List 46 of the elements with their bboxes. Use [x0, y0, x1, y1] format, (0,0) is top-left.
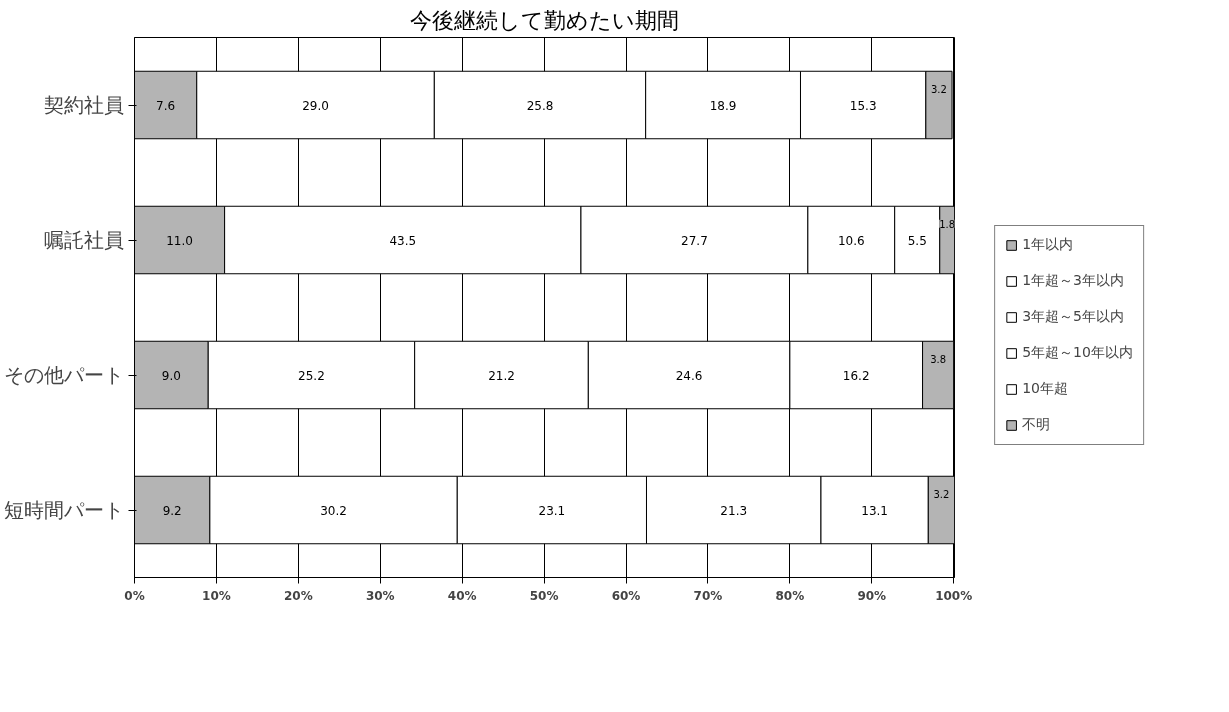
data-label: 13.1 — [861, 503, 888, 518]
x-tick-label: 50% — [529, 588, 559, 603]
data-label: 3.2 — [930, 83, 947, 95]
x-tick-label: 70% — [693, 588, 723, 603]
data-label: 3.8 — [930, 353, 947, 365]
data-label: 5.5 — [907, 233, 927, 248]
data-label: 21.2 — [488, 368, 515, 383]
data-label: 16.2 — [842, 368, 870, 383]
x-tick-label: 60% — [611, 588, 641, 603]
data-label: 24.6 — [675, 368, 703, 383]
data-label: 7.6 — [156, 98, 176, 113]
data-label: 15.3 — [849, 98, 877, 113]
data-label: 25.8 — [526, 98, 554, 113]
data-label: 23.1 — [538, 503, 566, 518]
data-label: 18.9 — [709, 98, 737, 113]
y-tick-label: その他パート — [3, 363, 124, 387]
x-tick-label: 80% — [775, 588, 805, 603]
legend-label: 不明 — [1022, 415, 1051, 434]
chart-title: 今後継続して勤めたい期間 — [410, 7, 679, 33]
data-label: 9.2 — [162, 503, 182, 518]
legend-label: 5年超～10年以内 — [1022, 343, 1133, 362]
y-tick-label: 嘱託社員 — [43, 228, 124, 252]
x-tick-label: 0% — [124, 588, 145, 603]
data-label: 11.0 — [166, 233, 193, 248]
data-label: 1.8 — [939, 218, 956, 230]
legend-label: 1年以内 — [1022, 235, 1074, 254]
x-tick-label: 40% — [447, 588, 477, 603]
y-tick-label: 契約社員 — [43, 93, 124, 117]
legend-label: 3年超～5年以内 — [1022, 307, 1124, 326]
data-label: 29.0 — [302, 98, 329, 113]
x-tick-label: 30% — [365, 588, 395, 603]
x-tick-label: 20% — [283, 588, 313, 603]
data-label: 9.0 — [161, 368, 181, 383]
x-tick-label: 90% — [857, 588, 887, 603]
data-label: 27.7 — [681, 233, 708, 248]
data-label: 30.2 — [320, 503, 347, 518]
y-tick-label: 短時間パート — [3, 498, 124, 522]
legend-label: 1年超～3年以内 — [1022, 271, 1124, 290]
data-label: 25.2 — [298, 368, 325, 383]
x-tick-label: 100% — [935, 588, 973, 603]
data-label: 10.6 — [837, 233, 865, 248]
x-tick-label: 10% — [202, 588, 231, 603]
data-label: 3.2 — [933, 488, 950, 500]
data-label: 43.5 — [389, 233, 417, 248]
legend-label: 10年超 — [1022, 379, 1068, 398]
data-label: 21.3 — [720, 503, 748, 518]
